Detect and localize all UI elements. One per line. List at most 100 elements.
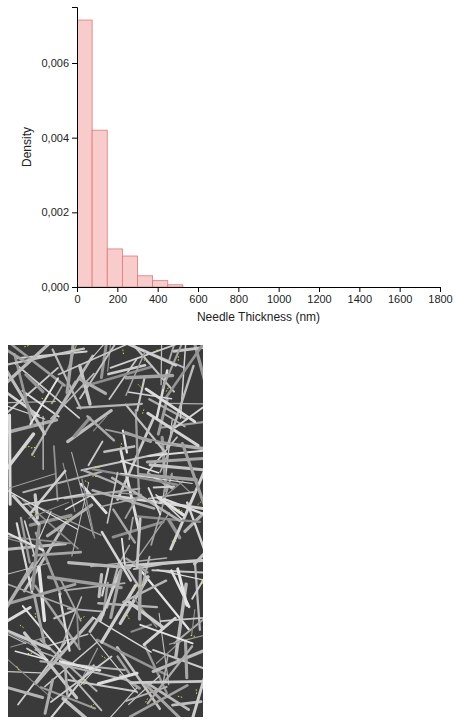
measure-mark: [17, 666, 20, 671]
y-tick-label: 0,006: [41, 57, 69, 69]
needle: [165, 414, 185, 426]
y-tick-label: 0,002: [41, 206, 69, 218]
x-tick-label: 800: [230, 293, 248, 305]
measure-mark: [95, 466, 101, 467]
needle: [148, 448, 203, 456]
measure-mark: [65, 517, 70, 520]
needle: [160, 453, 168, 472]
needle: [8, 490, 77, 529]
needle: [42, 417, 43, 470]
measure-mark: [92, 476, 98, 478]
measure-mark: [26, 653, 32, 655]
needle: [134, 346, 174, 392]
needle: [8, 646, 53, 698]
needle: [140, 625, 192, 644]
x-tick: 1600: [388, 287, 412, 305]
measure-mark: [33, 512, 37, 517]
histogram-bar: [168, 285, 183, 287]
measure-mark: [166, 388, 169, 393]
measure-mark: [191, 635, 197, 636]
y-tick-mark: [72, 287, 77, 288]
needle: [48, 505, 92, 536]
measure-mark: [90, 704, 95, 708]
x-tick-label: 400: [149, 293, 167, 305]
needle: [110, 688, 137, 717]
needle: [126, 433, 151, 442]
x-tick: 0: [74, 287, 80, 305]
needle: [126, 352, 145, 395]
needle: [13, 496, 39, 524]
measure-mark: [23, 346, 29, 348]
y-tick: 0,004: [41, 132, 77, 144]
needle: [8, 563, 49, 583]
measure-mark: [42, 398, 48, 400]
needle: [93, 490, 155, 508]
needle: [108, 365, 145, 374]
needle: [175, 387, 203, 427]
measure-mark: [202, 579, 203, 585]
needle: [58, 345, 135, 374]
measure-mark: [79, 617, 84, 620]
needle: [45, 680, 53, 713]
x-tick-mark: [158, 287, 159, 292]
micrograph: [0, 307, 234, 722]
needle: [111, 570, 121, 617]
needle: [90, 614, 102, 632]
measure-mark: [122, 350, 124, 356]
needle: [35, 597, 45, 642]
needle: [148, 646, 192, 703]
x-tick-mark: [117, 287, 118, 292]
needle: [146, 389, 195, 422]
needle: [74, 418, 90, 436]
histogram-bar: [107, 249, 122, 287]
measure-mark: [127, 615, 130, 620]
y-tick: 0,006: [41, 57, 77, 69]
needle: [8, 434, 33, 496]
measure-mark: [145, 698, 148, 703]
needle: [195, 562, 200, 630]
x-axis-title: Needle Thickness (nm): [197, 310, 320, 324]
x-tick-mark: [319, 287, 320, 292]
y-tick-label: 0,000: [41, 281, 69, 293]
needle: [39, 511, 51, 538]
needle: [121, 473, 193, 483]
needle: [147, 457, 203, 462]
needle: [113, 345, 176, 365]
x-tick-label: 1200: [307, 293, 331, 305]
needle: [29, 502, 69, 518]
bars: [77, 20, 183, 287]
needle: [33, 552, 80, 555]
page: 0200400600800100012001400160018000,0000,…: [0, 0, 465, 722]
measure-mark: [144, 360, 149, 363]
y-axis-line: [72, 8, 78, 288]
needle: [41, 687, 95, 708]
measure-mark: [102, 656, 107, 659]
histogram-bar: [122, 256, 137, 287]
needle: [136, 410, 139, 497]
needle: [8, 622, 41, 649]
needle: [33, 524, 40, 589]
y-tick: 0,002: [41, 206, 77, 218]
needle: [88, 441, 102, 465]
needle: [122, 539, 125, 564]
needle: [77, 404, 141, 408]
needle: [40, 661, 124, 670]
x-tick-label: 1000: [267, 293, 291, 305]
measure-mark: [85, 481, 90, 484]
needle: [144, 683, 200, 717]
needle: [192, 610, 195, 636]
y-tick-mark: [72, 63, 77, 64]
needle: [52, 386, 62, 404]
needle: [102, 532, 131, 580]
x-axis-line: [78, 288, 441, 293]
needle: [131, 681, 203, 682]
x-tick: 1000: [267, 287, 291, 305]
needle: [123, 581, 166, 602]
needle: [161, 616, 203, 622]
histogram-bar: [138, 276, 153, 287]
y-tick: 0,000: [41, 281, 77, 293]
needle: [166, 345, 203, 398]
needle: [83, 470, 115, 483]
y-tick-mark: [72, 138, 77, 139]
needle: [168, 403, 203, 405]
